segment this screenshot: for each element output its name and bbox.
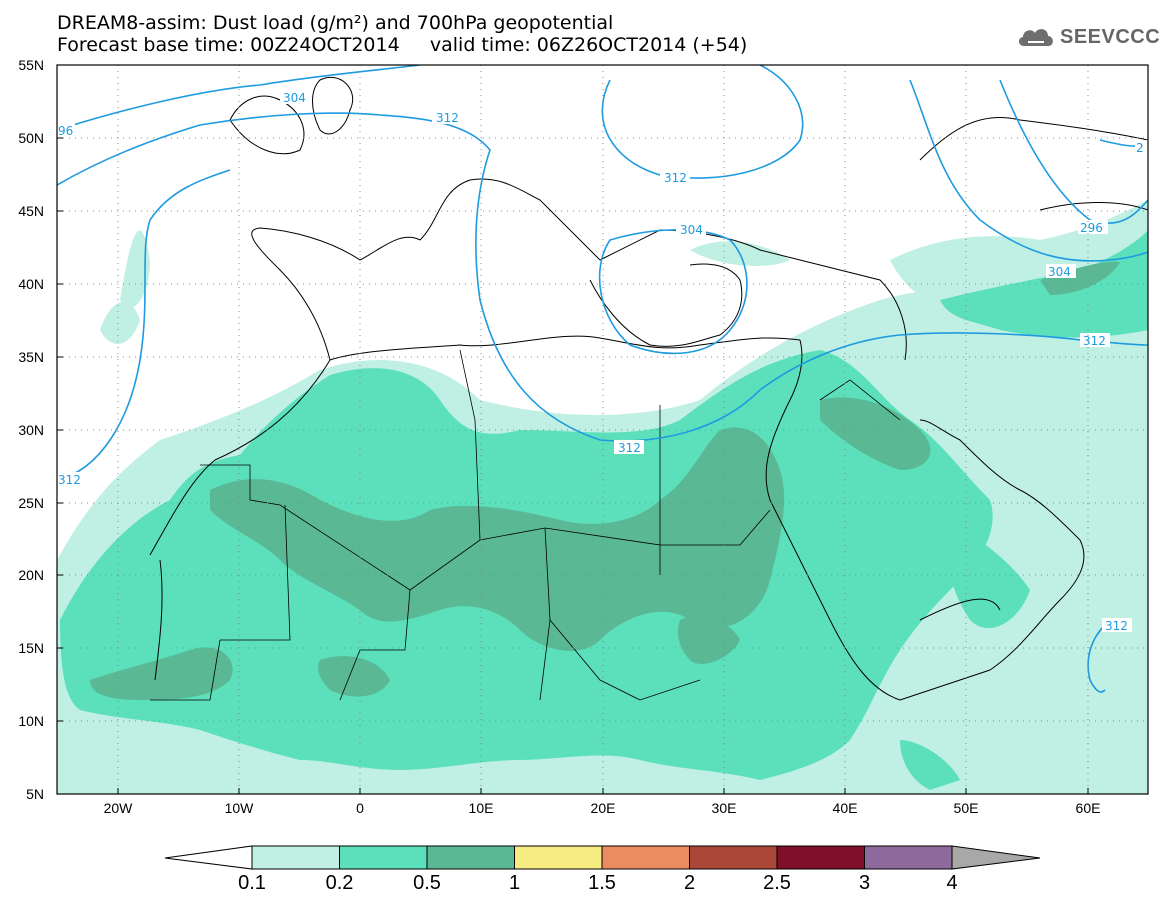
contour-label: 296 (1080, 221, 1103, 235)
lat-tick-label: 30N (18, 422, 44, 438)
lat-tick-label: 40N (18, 276, 44, 292)
cloud-logo-icon (1018, 29, 1053, 46)
colorbar (164, 845, 1041, 870)
contour-label: 2 (1136, 141, 1144, 155)
colorbar-label: 1 (508, 872, 521, 894)
axis-ticks (57, 64, 1089, 795)
colorbar-swatch (689, 845, 778, 870)
lon-tick-label: 50E (953, 800, 979, 816)
contour-label: 304 (283, 91, 306, 105)
contour-label: 312 (58, 473, 81, 487)
colorbar-label: 0.1 (238, 872, 266, 894)
lat-tick-label: 20N (18, 567, 44, 583)
map-title: DREAM8-assim: Dust load (g/m²) and 700hP… (57, 12, 614, 34)
colorbar-label: 2.5 (763, 872, 791, 894)
map-subtitle: Forecast base time: 00Z24OCT2014 valid t… (57, 34, 748, 56)
colorbar-label: 0.2 (325, 872, 354, 894)
lat-tick-label: 55N (18, 57, 44, 73)
lon-tick-label: 60E (1075, 800, 1101, 816)
map-area: 304 96 312 312 304 312 312 296 304 312 3… (57, 65, 1148, 794)
colorbar-label: 3 (858, 872, 871, 894)
lat-tick-label: 25N (18, 495, 44, 511)
lon-tick-label: 10E (468, 800, 494, 816)
coastlines (149, 76, 1148, 701)
geopotential-contours (57, 65, 1148, 693)
dust-load-high-field (90, 261, 1120, 700)
seevccc-logo: SEEVCCC (1016, 24, 1160, 50)
logo-text: SEEVCCC (1060, 25, 1161, 48)
lat-tick-label: 50N (18, 130, 44, 146)
lat-tick-label: 35N (18, 349, 44, 365)
lon-tick-label: 20W (103, 800, 133, 816)
colorbar-label: 2 (683, 872, 696, 894)
colorbar-over-triangle (951, 845, 1041, 870)
contour-label: 96 (58, 124, 73, 138)
colorbar-label: 1.5 (588, 872, 616, 894)
colorbar-under-triangle (164, 845, 253, 870)
contour-label: 312 (1105, 619, 1128, 633)
colorbar-swatch (601, 845, 690, 870)
country-borders (150, 349, 901, 701)
colorbar-label: 4 (946, 872, 958, 894)
colorbar-label: 0.5 (413, 872, 441, 894)
lon-tick-label: 0 (356, 800, 364, 816)
colorbar-swatch (339, 845, 428, 870)
contour-label: 312 (436, 111, 459, 125)
contour-label: 304 (1048, 265, 1071, 279)
lon-tick-label: 40E (832, 800, 858, 816)
contour-label: 312 (1083, 334, 1106, 348)
lat-tick-label: 15N (18, 640, 44, 656)
colorbar-swatch (251, 845, 340, 870)
lon-tick-label: 30E (711, 800, 737, 816)
lat-tick-label: 5N (26, 786, 44, 802)
contour-labels: 304 96 312 312 304 312 312 296 304 312 3… (57, 90, 1148, 633)
colorbar-swatch (426, 845, 515, 870)
lon-tick-label: 20E (590, 800, 616, 816)
colorbar-swatch (864, 845, 953, 870)
lon-tick-label: 10W (224, 800, 254, 816)
colorbar-swatch (776, 845, 865, 870)
colorbar-swatch (514, 845, 603, 870)
contour-label: 312 (664, 171, 687, 185)
lat-tick-label: 10N (18, 713, 44, 729)
lat-tick-label: 45N (18, 203, 44, 219)
contour-label: 312 (618, 441, 641, 455)
contour-label: 304 (680, 223, 703, 237)
